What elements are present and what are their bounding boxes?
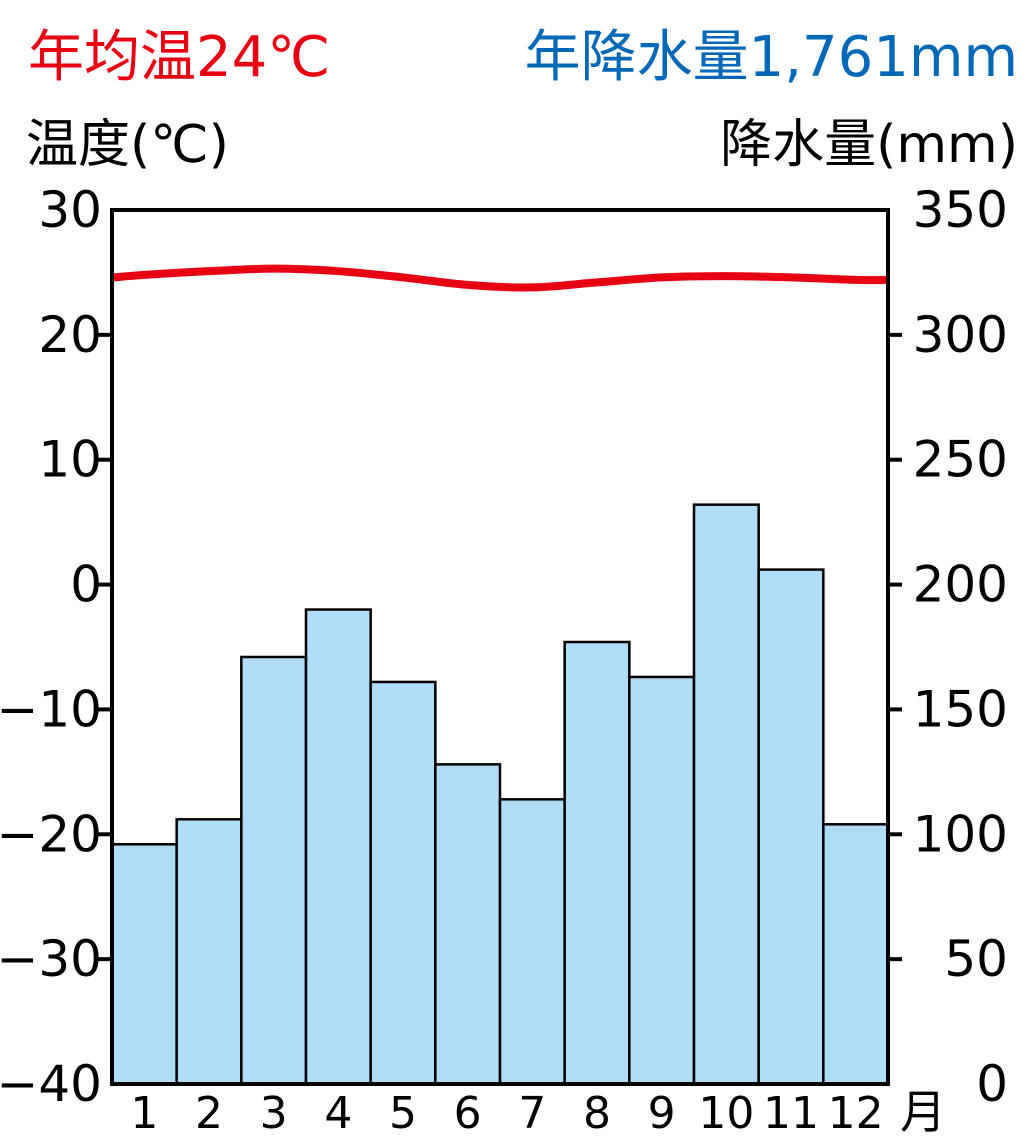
left-tick-label: 10 xyxy=(38,431,102,489)
month-label: 3 xyxy=(260,1088,288,1139)
month-label: 5 xyxy=(389,1088,417,1139)
right-axis-title: 降水量(mm) xyxy=(720,115,1018,175)
right-axis-ticks xyxy=(888,332,902,962)
precipitation-bar xyxy=(369,680,437,1086)
right-tick-label: 200 xyxy=(913,556,1008,614)
left-tick-label: −10 xyxy=(0,680,102,738)
left-tick-label: −20 xyxy=(0,805,102,863)
precipitation-bar xyxy=(692,503,760,1086)
left-axis-title: 温度(℃) xyxy=(26,115,229,175)
precipitation-bar xyxy=(822,823,890,1086)
left-axis-labels: 30 20 10 0 −10 −20 −30 −40 xyxy=(0,181,102,1113)
precipitation-bar xyxy=(628,675,696,1086)
right-tick-label: 0 xyxy=(976,1055,1008,1113)
x-axis-labels: 1 2 3 4 5 6 7 8 9 10 11 12 xyxy=(130,1088,883,1139)
left-tick-label: −40 xyxy=(0,1055,102,1113)
month-label: 9 xyxy=(648,1088,676,1139)
temperature-line-group xyxy=(110,264,890,292)
month-label: 8 xyxy=(583,1088,611,1139)
month-label: 10 xyxy=(698,1088,754,1139)
precipitation-bar xyxy=(304,608,372,1086)
right-tick-label: 50 xyxy=(944,930,1008,988)
month-label: 4 xyxy=(324,1088,352,1139)
precipitation-bar xyxy=(563,640,631,1086)
precipitation-bar xyxy=(110,843,178,1086)
right-tick-label: 100 xyxy=(913,805,1008,863)
left-tick-label: −30 xyxy=(0,930,102,988)
left-tick-label: 0 xyxy=(70,556,102,614)
month-label: 11 xyxy=(763,1088,819,1139)
right-tick-label: 250 xyxy=(913,431,1008,489)
right-tick-label: 150 xyxy=(913,680,1008,738)
precipitation-bar xyxy=(498,798,566,1086)
precipitation-bars xyxy=(110,503,890,1086)
precipitation-bar xyxy=(240,655,308,1086)
annual-precipitation-title: 年降水量1,761mm xyxy=(525,25,1018,90)
temperature-line xyxy=(110,264,890,292)
precipitation-bar xyxy=(757,568,825,1086)
plot-frame xyxy=(110,208,890,1086)
month-label: 2 xyxy=(195,1088,223,1139)
right-tick-label: 350 xyxy=(913,181,1008,239)
left-tick-label: 30 xyxy=(38,181,102,239)
average-temperature-title: 年均温24℃ xyxy=(28,25,330,90)
precipitation-bar xyxy=(434,763,502,1086)
right-tick-label: 300 xyxy=(913,306,1008,364)
month-label: 7 xyxy=(518,1088,546,1139)
precipitation-bar xyxy=(175,818,243,1086)
month-label: 1 xyxy=(130,1088,158,1139)
left-axis-ticks xyxy=(98,332,112,962)
x-axis-unit-label: 月 xyxy=(900,1085,946,1139)
month-label: 12 xyxy=(828,1088,884,1139)
month-label: 6 xyxy=(454,1088,482,1139)
left-tick-label: 20 xyxy=(38,306,102,364)
right-axis-labels: 350 300 250 200 150 100 50 0 xyxy=(913,181,1008,1113)
